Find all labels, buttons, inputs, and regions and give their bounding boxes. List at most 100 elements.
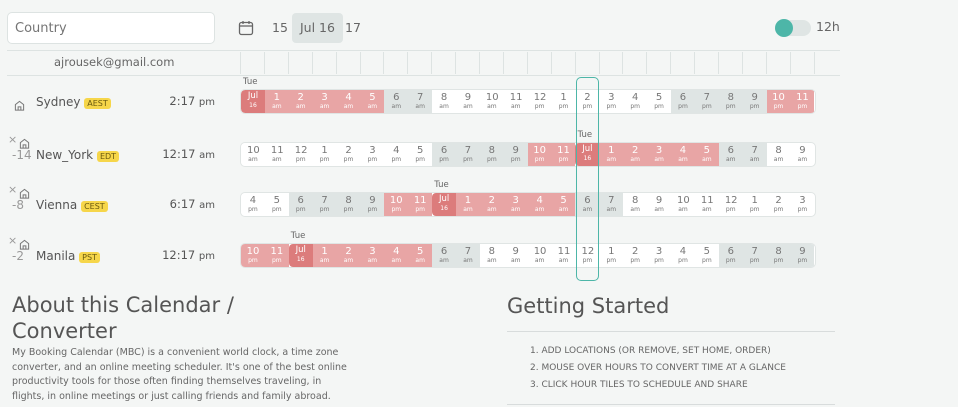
hour-tile[interactable]: 2 pm — [766, 193, 791, 216]
hour-tile[interactable]: 7 pm — [742, 244, 767, 267]
hour-tile[interactable]: 6 pm — [718, 244, 743, 267]
hour-tile[interactable]: 8 pm — [718, 90, 743, 113]
hour-tile[interactable]: 4 pm — [671, 244, 695, 267]
date-current[interactable]: Jul 16 — [292, 13, 343, 43]
hour-tile[interactable]: 9 am — [647, 193, 672, 216]
hour-tile[interactable]: 2 am — [336, 244, 361, 267]
hour-tile[interactable]: 7 am — [408, 90, 433, 113]
hour-tile[interactable]: 2 pm — [623, 244, 648, 267]
hour-tile[interactable]: 1 pm — [742, 193, 767, 216]
hour-tile[interactable]: 8 am — [479, 244, 504, 267]
hour-tile[interactable]: 6 am — [575, 193, 600, 216]
hour-tile[interactable]: 12 pm — [288, 143, 313, 166]
hour-tile[interactable]: 3 am — [647, 143, 672, 166]
hour-tile[interactable]: 9 pm — [742, 90, 767, 113]
hour-tile[interactable]: 5 am — [408, 244, 433, 267]
hour-tile[interactable]: 9 am — [456, 90, 480, 113]
hour-tile[interactable]: 1 pm — [551, 90, 576, 113]
date-prev[interactable]: 15 — [272, 20, 288, 35]
hour-tile[interactable]: 2 am — [623, 143, 648, 166]
hour-tile[interactable]: 8 am — [766, 143, 791, 166]
hour-tile[interactable]: 12 pm — [575, 244, 600, 267]
hour-tile[interactable]: 1 am — [456, 193, 480, 216]
hour-tile[interactable]: 8 am — [623, 193, 648, 216]
remove-icon[interactable]: × — [8, 234, 18, 247]
hour-tile[interactable]: 11 am — [503, 90, 528, 113]
hour-tile[interactable]: 7 pm — [694, 90, 719, 113]
hour-tile[interactable]: 12 pm — [718, 193, 743, 216]
hour-tile[interactable]: Jul 16 — [575, 143, 600, 166]
hour-tile[interactable]: 5 am — [551, 193, 576, 216]
remove-icon[interactable]: × — [8, 183, 18, 196]
remove-icon[interactable]: × — [8, 133, 18, 146]
hour-tile[interactable]: 3 pm — [790, 193, 815, 216]
hour-tile[interactable]: 6 pm — [432, 143, 457, 166]
hour-tile[interactable]: 6 am — [384, 90, 409, 113]
hour-tile[interactable]: 11 pm — [408, 193, 433, 216]
hour-tile[interactable]: 3 am — [312, 90, 337, 113]
hour-tile[interactable]: 7 pm — [312, 193, 337, 216]
hour-tile[interactable]: 8 pm — [479, 143, 504, 166]
hour-tile[interactable]: 2 pm — [575, 90, 600, 113]
hour-tile[interactable]: 1 am — [312, 244, 337, 267]
hour-tile[interactable]: 11 am — [551, 244, 576, 267]
hour-tile[interactable]: 6 pm — [288, 193, 313, 216]
hour-tile[interactable]: 10 pm — [241, 244, 265, 267]
date-next[interactable]: 17 — [345, 20, 361, 35]
hour-tile[interactable]: 9 pm — [360, 193, 385, 216]
hour-tile[interactable]: 10 pm — [527, 143, 552, 166]
set-home-icon[interactable] — [19, 235, 30, 250]
hour-tile[interactable]: 11 pm — [790, 90, 815, 113]
hour-tile[interactable]: 1 am — [599, 143, 624, 166]
hour-tile[interactable]: 11 am — [264, 143, 289, 166]
hour-tile[interactable]: 1 pm — [599, 244, 624, 267]
hour-tile[interactable]: Jul 16 — [432, 193, 457, 216]
home-icon[interactable] — [14, 96, 25, 111]
hour-tile[interactable]: 12 pm — [527, 90, 552, 113]
country-search-input[interactable] — [7, 12, 215, 44]
set-home-icon[interactable] — [19, 134, 30, 149]
hour-tile[interactable]: 4 am — [527, 193, 552, 216]
hour-tile[interactable]: 11 pm — [551, 143, 576, 166]
hour-tile[interactable]: 1 am — [264, 90, 289, 113]
hour-tile[interactable]: 6 am — [718, 143, 743, 166]
hour-tile[interactable]: 4 am — [336, 90, 361, 113]
hour-tile[interactable]: 3 pm — [599, 90, 624, 113]
hour-tile[interactable]: 8 pm — [336, 193, 361, 216]
hour-tile[interactable]: 6 am — [432, 244, 457, 267]
hour-tile[interactable]: 9 pm — [790, 244, 815, 267]
set-home-icon[interactable] — [19, 184, 30, 199]
hour-tile[interactable]: 3 am — [360, 244, 385, 267]
hour-tile[interactable]: 10 am — [527, 244, 552, 267]
hour-tile[interactable]: 10 am — [479, 90, 504, 113]
hour-tile[interactable]: 2 am — [479, 193, 504, 216]
hour-tile[interactable]: 10 pm — [766, 90, 791, 113]
hour-tile[interactable]: 3 pm — [647, 244, 672, 267]
hour-tile[interactable]: 9 am — [790, 143, 815, 166]
hour-tile[interactable]: 8 pm — [766, 244, 791, 267]
hour-tile[interactable]: 5 pm — [694, 244, 719, 267]
hour-tile[interactable]: 6 pm — [671, 90, 695, 113]
hour-tile[interactable]: 5 pm — [647, 90, 672, 113]
hour-tile[interactable]: 3 am — [503, 193, 528, 216]
hour-tile[interactable]: 1 pm — [312, 143, 337, 166]
hour-tile[interactable]: 9 am — [503, 244, 528, 267]
hour-tile[interactable]: Jul 16 — [288, 244, 313, 267]
hour-tile[interactable]: 4 am — [671, 143, 695, 166]
hour-tile[interactable]: 4 pm — [623, 90, 648, 113]
hour-tile[interactable]: 4 am — [384, 244, 409, 267]
hour-tile[interactable]: 2 pm — [336, 143, 361, 166]
hour-tile[interactable]: Jul 16 — [241, 90, 265, 113]
hour-tile[interactable]: 5 am — [360, 90, 385, 113]
hour-tile[interactable]: 10 pm — [384, 193, 409, 216]
hour-tile[interactable]: 7 am — [599, 193, 624, 216]
hour-tile[interactable]: 10 am — [671, 193, 695, 216]
hour-tile[interactable]: 5 pm — [408, 143, 433, 166]
calendar-icon[interactable] — [238, 20, 254, 36]
hour-tile[interactable]: 7 am — [742, 143, 767, 166]
hour-tile[interactable]: 5 am — [694, 143, 719, 166]
hour-tile[interactable]: 2 am — [288, 90, 313, 113]
hour-tile[interactable]: 4 pm — [384, 143, 409, 166]
hour-tile[interactable]: 11 am — [694, 193, 719, 216]
hour-tile[interactable]: 4 pm — [241, 193, 265, 216]
